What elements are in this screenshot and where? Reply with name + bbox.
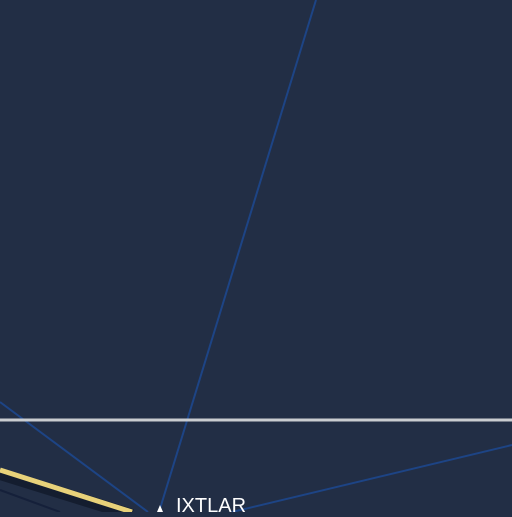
thin-line: [231, 444, 512, 513]
thin-line: [0, 489, 61, 513]
waypoint-label[interactable]: IXTLAR: [176, 495, 246, 517]
waypoint-marker-icon[interactable]: [157, 505, 163, 512]
route-shadow: [0, 468, 134, 517]
highlighted-route[interactable]: [0, 467, 133, 515]
thin-line: [158, 0, 317, 513]
